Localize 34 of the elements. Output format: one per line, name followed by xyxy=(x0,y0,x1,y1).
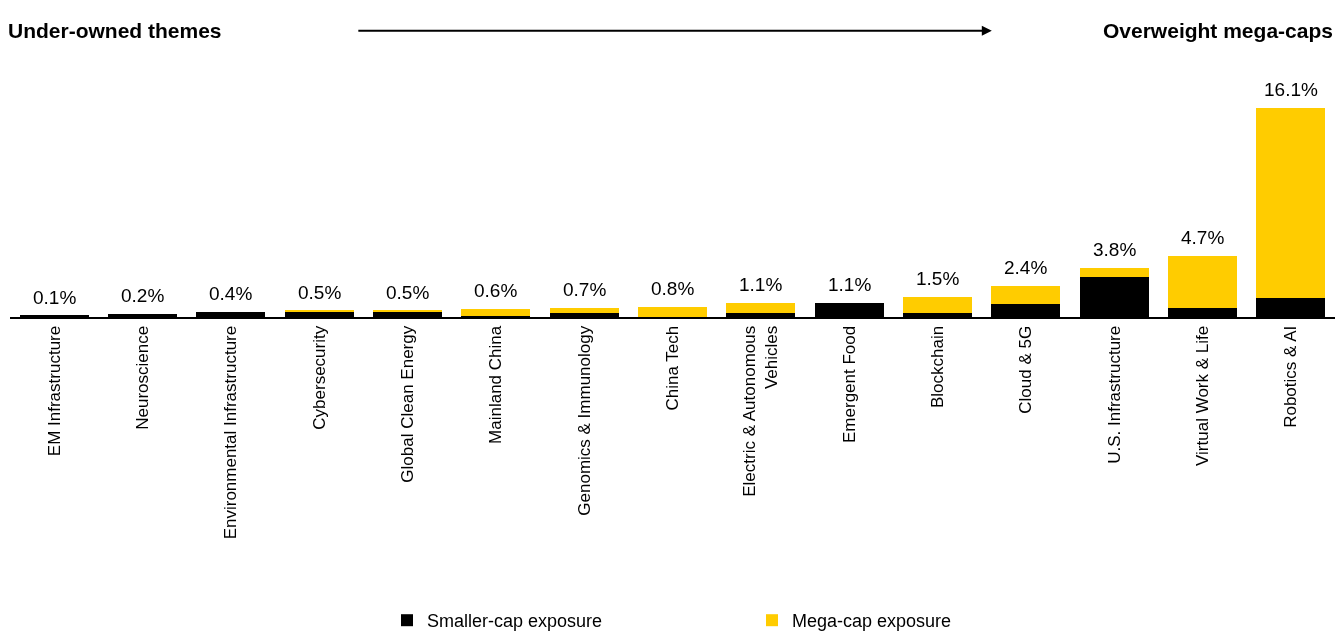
x-tick-label: Cloud & 5G xyxy=(1016,325,1036,414)
annotation: 1.5% xyxy=(916,268,960,289)
annotation: 0.2% xyxy=(121,285,165,306)
annotation: 0.6% xyxy=(474,280,518,301)
x-tick-label: Blockchain xyxy=(928,325,948,409)
annotation: 1.1% xyxy=(739,274,783,295)
annotation: 0.1% xyxy=(33,287,77,308)
annotation: 0.5% xyxy=(298,282,342,303)
annotation: 16.1% xyxy=(1264,79,1318,100)
text: Under-owned themes xyxy=(8,19,222,42)
x-tick-label: Neuroscience xyxy=(133,325,153,430)
x-tick-label: Mainland China xyxy=(486,325,506,444)
x-tick-label: Global Clean Energy xyxy=(398,325,418,483)
x-tick-label: Genomics & Immunology xyxy=(574,325,594,516)
x-tick-label: Environmental Infrastructure xyxy=(221,325,241,540)
annotation: 0.4% xyxy=(209,283,253,304)
annotation: 3.8% xyxy=(1093,239,1137,260)
annotation: 1.1% xyxy=(828,274,872,295)
x-tick-label: Electric & Autonomous Vehicles xyxy=(740,325,782,497)
x-tick-label: Emergent Food xyxy=(839,325,859,443)
x-tick-label: Virtual Work & Life xyxy=(1193,325,1213,466)
x-tick-label: EM Infrastructure xyxy=(44,325,64,457)
annotation: 0.5% xyxy=(386,282,430,303)
x-tick-label: China Tech xyxy=(663,325,683,411)
text: Overweight mega-caps xyxy=(1103,19,1333,42)
annotation: 0.8% xyxy=(651,278,695,299)
x-tick-label: Cybersecurity xyxy=(309,325,329,430)
x-tick-label: Robotics & AI xyxy=(1281,325,1301,428)
annotation: 4.7% xyxy=(1181,227,1225,248)
legend-label: Smaller-cap exposure xyxy=(427,611,603,632)
annotation: 0.7% xyxy=(563,279,607,300)
x-tick-label: U.S. Infrastructure xyxy=(1104,325,1124,464)
legend-label: Mega-cap exposure xyxy=(792,611,952,632)
annotation: 2.4% xyxy=(1004,257,1048,278)
